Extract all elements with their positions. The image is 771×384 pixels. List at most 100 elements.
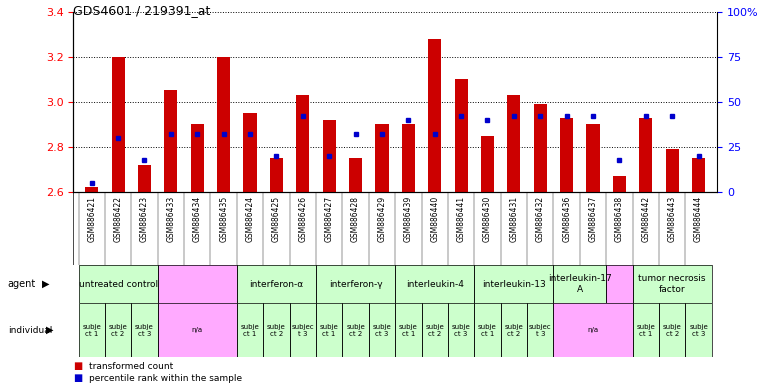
Text: GSM886428: GSM886428 — [351, 196, 360, 242]
Text: subje
ct 1: subje ct 1 — [478, 324, 497, 337]
Bar — [428, 39, 441, 192]
Bar — [85, 187, 99, 192]
Bar — [474, 265, 554, 303]
Text: interleukin-4: interleukin-4 — [406, 280, 463, 289]
Bar — [158, 303, 237, 357]
Text: subje
ct 3: subje ct 3 — [135, 324, 154, 337]
Bar — [290, 303, 316, 357]
Bar — [244, 113, 257, 192]
Text: GSM886429: GSM886429 — [378, 196, 386, 242]
Text: GSM886424: GSM886424 — [245, 196, 254, 242]
Bar — [613, 176, 626, 192]
Text: GSM886440: GSM886440 — [430, 196, 439, 242]
Bar — [296, 95, 309, 192]
Bar — [402, 124, 415, 192]
Text: subje
ct 2: subje ct 2 — [426, 324, 444, 337]
Bar — [349, 158, 362, 192]
Text: interferon-γ: interferon-γ — [328, 280, 382, 289]
Bar — [685, 303, 712, 357]
Text: subje
ct 2: subje ct 2 — [267, 324, 286, 337]
Bar — [474, 303, 500, 357]
Text: subjec
t 3: subjec t 3 — [291, 324, 314, 337]
Bar — [534, 104, 547, 192]
Bar — [396, 265, 474, 303]
Bar — [138, 165, 151, 192]
Text: percentile rank within the sample: percentile rank within the sample — [89, 374, 242, 383]
Text: GSM886437: GSM886437 — [588, 196, 598, 242]
Bar — [105, 303, 131, 357]
Text: subje
ct 1: subje ct 1 — [241, 324, 259, 337]
Bar — [158, 265, 237, 303]
Text: subje
ct 2: subje ct 2 — [663, 324, 682, 337]
Text: subje
ct 1: subje ct 1 — [399, 324, 418, 337]
Text: GSM886433: GSM886433 — [167, 196, 175, 242]
Text: ■: ■ — [73, 361, 82, 371]
Bar — [632, 303, 659, 357]
Text: interleukin-13: interleukin-13 — [482, 280, 546, 289]
Text: ▶: ▶ — [42, 279, 50, 289]
Text: subje
ct 3: subje ct 3 — [372, 324, 392, 337]
Bar — [316, 303, 342, 357]
Text: GSM886435: GSM886435 — [219, 196, 228, 242]
Text: transformed count: transformed count — [89, 362, 173, 371]
Bar — [454, 79, 468, 192]
Text: subje
ct 1: subje ct 1 — [636, 324, 655, 337]
Text: GSM886434: GSM886434 — [193, 196, 202, 242]
Bar — [270, 158, 283, 192]
Bar — [665, 149, 678, 192]
Bar — [560, 118, 573, 192]
Text: GSM886438: GSM886438 — [615, 196, 624, 242]
Text: GSM886430: GSM886430 — [483, 196, 492, 242]
Text: ■: ■ — [73, 373, 82, 383]
Bar — [237, 303, 263, 357]
Bar — [448, 303, 474, 357]
Text: n/a: n/a — [588, 327, 598, 333]
Text: GSM886444: GSM886444 — [694, 196, 703, 242]
Bar — [369, 303, 396, 357]
Text: subjec
t 3: subjec t 3 — [529, 324, 551, 337]
Bar — [554, 303, 632, 357]
Bar — [659, 303, 685, 357]
Bar — [342, 303, 369, 357]
Text: agent: agent — [8, 279, 36, 289]
Bar — [375, 124, 389, 192]
Text: subje
ct 3: subje ct 3 — [452, 324, 470, 337]
Bar — [692, 158, 705, 192]
Text: GSM886423: GSM886423 — [140, 196, 149, 242]
Text: GSM886443: GSM886443 — [668, 196, 677, 242]
Text: interferon-α: interferon-α — [249, 280, 304, 289]
Text: GSM886422: GSM886422 — [113, 196, 123, 242]
Text: subje
ct 1: subje ct 1 — [82, 324, 101, 337]
Text: GSM886425: GSM886425 — [272, 196, 281, 242]
Bar — [507, 95, 520, 192]
Text: ▶: ▶ — [46, 325, 54, 335]
Text: tumor necrosis
factor: tumor necrosis factor — [638, 275, 706, 294]
Text: interleukin-17
A: interleukin-17 A — [548, 275, 611, 294]
Bar — [79, 265, 158, 303]
Bar — [639, 118, 652, 192]
Text: GSM886432: GSM886432 — [536, 196, 545, 242]
Text: subje
ct 1: subje ct 1 — [320, 324, 338, 337]
Text: GSM886431: GSM886431 — [510, 196, 518, 242]
Text: GSM886421: GSM886421 — [87, 196, 96, 242]
Bar — [79, 303, 105, 357]
Text: GSM886442: GSM886442 — [641, 196, 650, 242]
Bar — [632, 265, 712, 303]
Text: subje
ct 2: subje ct 2 — [109, 324, 127, 337]
Bar — [131, 303, 158, 357]
Bar — [500, 303, 527, 357]
Bar — [316, 265, 396, 303]
Bar — [164, 91, 177, 192]
Text: GSM886436: GSM886436 — [562, 196, 571, 242]
Bar — [587, 124, 600, 192]
Text: GDS4601 / 219391_at: GDS4601 / 219391_at — [73, 4, 210, 17]
Bar — [112, 56, 125, 192]
Bar — [322, 120, 336, 192]
Bar — [396, 303, 422, 357]
Bar — [190, 124, 204, 192]
Bar — [527, 303, 554, 357]
Text: subje
ct 2: subje ct 2 — [346, 324, 365, 337]
Bar — [237, 265, 316, 303]
Text: subje
ct 2: subje ct 2 — [504, 324, 524, 337]
Bar — [554, 265, 606, 303]
